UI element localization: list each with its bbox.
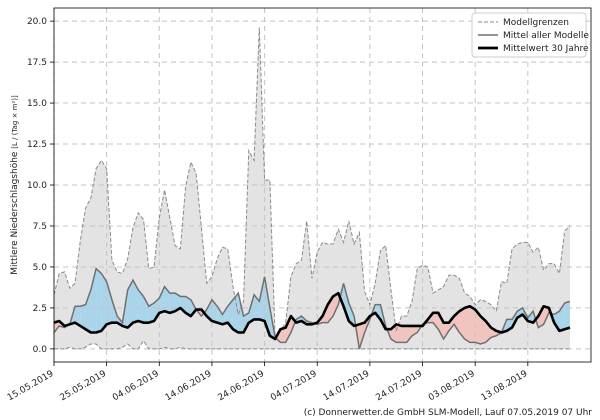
below-normal-fill [401, 325, 407, 343]
below-normal-fill [396, 324, 402, 343]
y-axis-title: Mittlere Niederschlagshöhe [L / (Tag × m… [10, 95, 20, 275]
above-normal-fill [185, 296, 191, 317]
below-normal-fill [538, 306, 544, 328]
below-normal-fill [359, 322, 365, 349]
y-tick-label: 0.0 [33, 345, 48, 355]
legend-label: Mittelwert 30 Jahre [503, 44, 589, 54]
above-normal-fill [564, 301, 570, 330]
y-axis-title-text: Mittlere Niederschlagshöhe [L / (Tag × m… [10, 95, 20, 275]
above-normal-fill [343, 283, 349, 322]
below-normal-fill [443, 322, 449, 340]
model-mean-line [53, 267, 571, 350]
below-normal-fill [406, 325, 412, 343]
x-tick-label: 13.08.2019 [480, 369, 530, 404]
above-normal-fill [222, 306, 228, 325]
above-normal-fill [159, 286, 165, 313]
below-normal-fill [333, 293, 339, 317]
y-tick-label: 20.0 [27, 17, 47, 27]
below-normal-fill [475, 309, 481, 344]
y-axis-unit: [L / (Tag × m²)] [11, 95, 19, 149]
copyright-footer: (c) Donnerwetter.de GmbH SLM-Modell, Lau… [303, 408, 592, 418]
grid-lines [53, 8, 591, 362]
below-normal-fill [285, 316, 291, 343]
x-tick-label: 24.07.2019 [374, 369, 424, 404]
below-normal-fill [438, 312, 444, 340]
above-normal-fill [217, 306, 223, 325]
below-normal-fill [480, 316, 486, 344]
above-normal-fill [154, 298, 160, 322]
above-normal-fill [106, 281, 112, 325]
below-normal-fill [54, 321, 60, 333]
above-normal-fill [101, 273, 107, 331]
model-lower-bound-line [54, 339, 570, 350]
y-axis-title-main: Mittlere Niederschlagshöhe [10, 149, 20, 275]
above-normal-fill [132, 280, 139, 323]
y-tick-label: 7.5 [33, 222, 47, 232]
legend-box [471, 12, 587, 58]
below-normal-fill [469, 306, 476, 343]
y-tick-label: 15.0 [27, 99, 47, 109]
legend-label: Modellgrenzen [503, 18, 569, 28]
above-normal-fill [554, 311, 560, 331]
below-normal-fill [412, 325, 418, 336]
above-normal-fill [127, 280, 133, 328]
model-range-band [54, 27, 570, 349]
y-tick-label: 2.5 [33, 304, 47, 314]
above-normal-fill [527, 311, 534, 323]
above-normal-fill [80, 304, 86, 330]
above-normal-fill [238, 293, 244, 333]
above-normal-fill [164, 286, 170, 313]
legend-label: Mittel aller Modelle [503, 31, 589, 41]
above-normal-fill [348, 303, 355, 326]
series-lines [53, 27, 571, 350]
x-tick-label: 04.07.2019 [269, 369, 319, 404]
below-normal-fill [280, 327, 286, 343]
above-normal-fill [233, 293, 239, 333]
y-tick-label: 5.0 [33, 263, 48, 273]
above-normal-fill [175, 293, 181, 312]
model-upper-bound-line [53, 27, 571, 339]
above-normal-fill [148, 303, 155, 323]
below-normal-fill [464, 306, 470, 343]
y-tick-label: 17.5 [27, 58, 47, 68]
above-normal-fill [138, 289, 144, 323]
x-tick-label: 03.08.2019 [427, 369, 477, 404]
above-normal-fill [169, 293, 176, 313]
above-normal-fill [75, 306, 81, 326]
below-normal-fill [459, 307, 465, 340]
x-tick-label: 14.06.2019 [164, 369, 214, 404]
x-tick-label: 04.06.2019 [111, 369, 161, 404]
legend: Modellgrenzen Mittel aller Modelle Mittelw… [471, 12, 589, 58]
above-normal-fill [96, 268, 102, 333]
above-normal-fill [143, 296, 149, 323]
above-normal-fill [259, 276, 265, 322]
above-normal-fill [85, 289, 91, 333]
y-tick-label: 12.5 [27, 140, 47, 150]
x-tick-label: 25.05.2019 [59, 369, 109, 404]
x-tick-label: 14.07.2019 [322, 369, 372, 404]
climate-30y-mean-line [53, 291, 571, 341]
x-tick-label: 15.05.2019 [6, 369, 56, 404]
x-tick-label: 24.06.2019 [216, 369, 266, 404]
above-normal-fill [227, 299, 233, 330]
above-normal-fill [254, 294, 260, 320]
y-tick-label: 10.0 [27, 181, 47, 191]
below-normal-fill [433, 312, 439, 330]
